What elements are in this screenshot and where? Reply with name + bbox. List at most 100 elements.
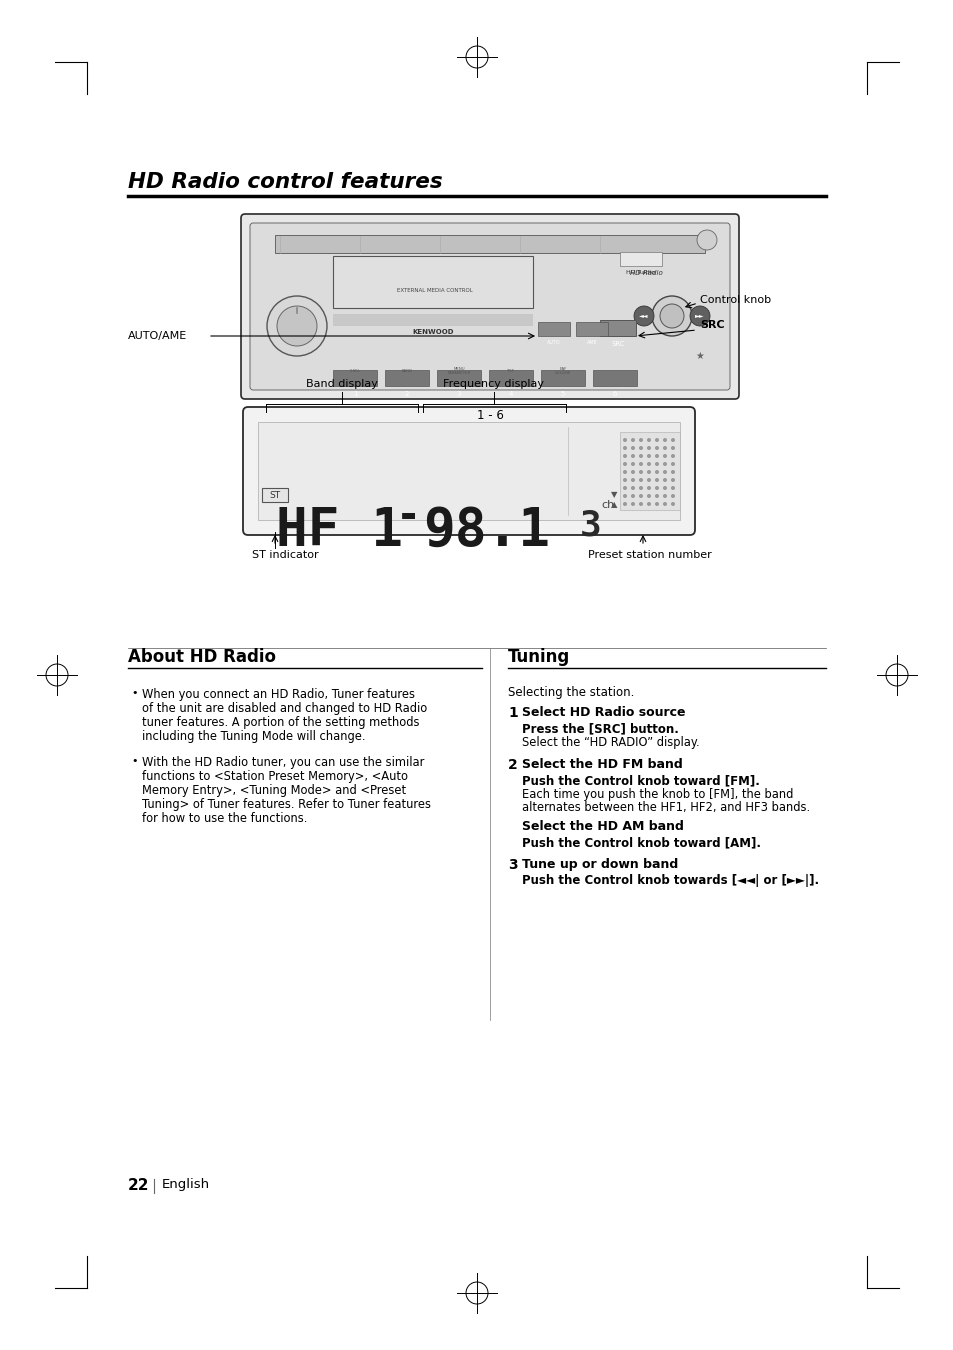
- Circle shape: [670, 486, 675, 490]
- Circle shape: [646, 470, 650, 474]
- Text: About HD Radio: About HD Radio: [128, 648, 275, 666]
- Text: functions to <Station Preset Memory>, <Auto: functions to <Station Preset Memory>, <A…: [142, 769, 408, 783]
- Text: SRC: SRC: [700, 320, 724, 329]
- Text: •: •: [131, 756, 137, 765]
- Circle shape: [622, 446, 626, 450]
- Text: ▼: ▼: [610, 490, 617, 500]
- Bar: [576, 323, 607, 336]
- Circle shape: [630, 446, 635, 450]
- Circle shape: [662, 454, 666, 458]
- Circle shape: [622, 437, 626, 441]
- Circle shape: [646, 454, 650, 458]
- Text: ▲: ▲: [610, 500, 617, 509]
- Text: EAF
VOLUME: EAF VOLUME: [555, 367, 571, 375]
- Text: Preset station number: Preset station number: [587, 549, 711, 560]
- Text: When you connect an HD Radio, Tuner features: When you connect an HD Radio, Tuner feat…: [142, 688, 415, 701]
- Bar: [333, 315, 533, 325]
- Text: Memory Entry>, <Tuning Mode> and <Preset: Memory Entry>, <Tuning Mode> and <Preset: [142, 784, 406, 796]
- Text: ch: ch: [600, 500, 614, 510]
- Text: ★: ★: [695, 351, 703, 360]
- Text: EXTERNAL MEDIA CONTROL: EXTERNAL MEDIA CONTROL: [396, 289, 473, 293]
- Text: SRC: SRC: [611, 342, 624, 347]
- Bar: [257, 423, 679, 520]
- Text: AUTO/AME: AUTO/AME: [128, 331, 187, 342]
- Circle shape: [639, 462, 642, 466]
- Circle shape: [639, 454, 642, 458]
- Circle shape: [646, 478, 650, 482]
- Circle shape: [630, 454, 635, 458]
- Circle shape: [630, 502, 635, 506]
- Circle shape: [639, 494, 642, 498]
- Text: 4: 4: [508, 392, 513, 397]
- Circle shape: [662, 470, 666, 474]
- Text: 22: 22: [128, 1179, 150, 1193]
- Text: Frequency display: Frequency display: [443, 379, 544, 389]
- Text: HD Radio: HD Radio: [626, 270, 655, 275]
- Circle shape: [622, 478, 626, 482]
- Text: TEF: TEF: [507, 369, 514, 373]
- Circle shape: [662, 478, 666, 482]
- Circle shape: [655, 470, 659, 474]
- Text: 1 - 6: 1 - 6: [476, 409, 503, 423]
- Circle shape: [646, 502, 650, 506]
- Text: Each time you push the knob to [FM], the band: Each time you push the knob to [FM], the…: [521, 788, 793, 801]
- Text: ◄◄: ◄◄: [639, 313, 648, 319]
- Text: 98.1: 98.1: [422, 505, 550, 558]
- Circle shape: [662, 462, 666, 466]
- Circle shape: [670, 446, 675, 450]
- Text: Tune up or down band: Tune up or down band: [521, 859, 678, 871]
- Bar: [599, 320, 636, 336]
- Text: 3: 3: [579, 508, 601, 541]
- Text: ST: ST: [269, 490, 280, 500]
- Circle shape: [670, 454, 675, 458]
- Circle shape: [655, 486, 659, 490]
- Text: Select the HD FM band: Select the HD FM band: [521, 757, 682, 771]
- FancyBboxPatch shape: [250, 223, 729, 390]
- Circle shape: [639, 486, 642, 490]
- Text: Select the HD AM band: Select the HD AM band: [521, 819, 683, 833]
- Text: Push the Control knob towards [◄◄| or [►►|].: Push the Control knob towards [◄◄| or [►…: [521, 873, 819, 887]
- Text: English: English: [162, 1179, 210, 1191]
- FancyBboxPatch shape: [241, 215, 739, 400]
- Circle shape: [630, 462, 635, 466]
- Circle shape: [646, 462, 650, 466]
- Bar: [537, 323, 569, 336]
- Circle shape: [662, 502, 666, 506]
- Circle shape: [630, 486, 635, 490]
- Text: 1: 1: [507, 706, 517, 720]
- Text: tuner features. A portion of the setting methods: tuner features. A portion of the setting…: [142, 716, 419, 729]
- Circle shape: [670, 478, 675, 482]
- Text: KENWOOD: KENWOOD: [412, 329, 454, 335]
- Circle shape: [655, 502, 659, 506]
- Circle shape: [646, 437, 650, 441]
- Bar: [333, 256, 533, 308]
- Circle shape: [655, 462, 659, 466]
- Text: of the unit are disabled and changed to HD Radio: of the unit are disabled and changed to …: [142, 702, 427, 716]
- Circle shape: [662, 437, 666, 441]
- Circle shape: [655, 478, 659, 482]
- Text: Select the “HD RADIO” display.: Select the “HD RADIO” display.: [521, 736, 699, 749]
- Text: -: -: [395, 495, 420, 537]
- Circle shape: [655, 446, 659, 450]
- Circle shape: [622, 454, 626, 458]
- Circle shape: [622, 486, 626, 490]
- Bar: [619, 432, 679, 510]
- Bar: [593, 370, 637, 386]
- Circle shape: [646, 446, 650, 450]
- Text: HF 1: HF 1: [275, 505, 402, 558]
- Circle shape: [651, 296, 691, 336]
- Circle shape: [639, 437, 642, 441]
- Circle shape: [630, 494, 635, 498]
- Text: HD Radio control features: HD Radio control features: [128, 171, 442, 192]
- Circle shape: [634, 306, 654, 325]
- Circle shape: [622, 494, 626, 498]
- Circle shape: [639, 470, 642, 474]
- Circle shape: [670, 437, 675, 441]
- Circle shape: [670, 462, 675, 466]
- Text: ►►: ►►: [695, 313, 704, 319]
- Text: 2: 2: [507, 757, 517, 772]
- Text: MENU
PARAMETER: MENU PARAMETER: [447, 367, 470, 375]
- Bar: [436, 370, 480, 386]
- Bar: [262, 487, 288, 502]
- Text: AME: AME: [586, 340, 597, 346]
